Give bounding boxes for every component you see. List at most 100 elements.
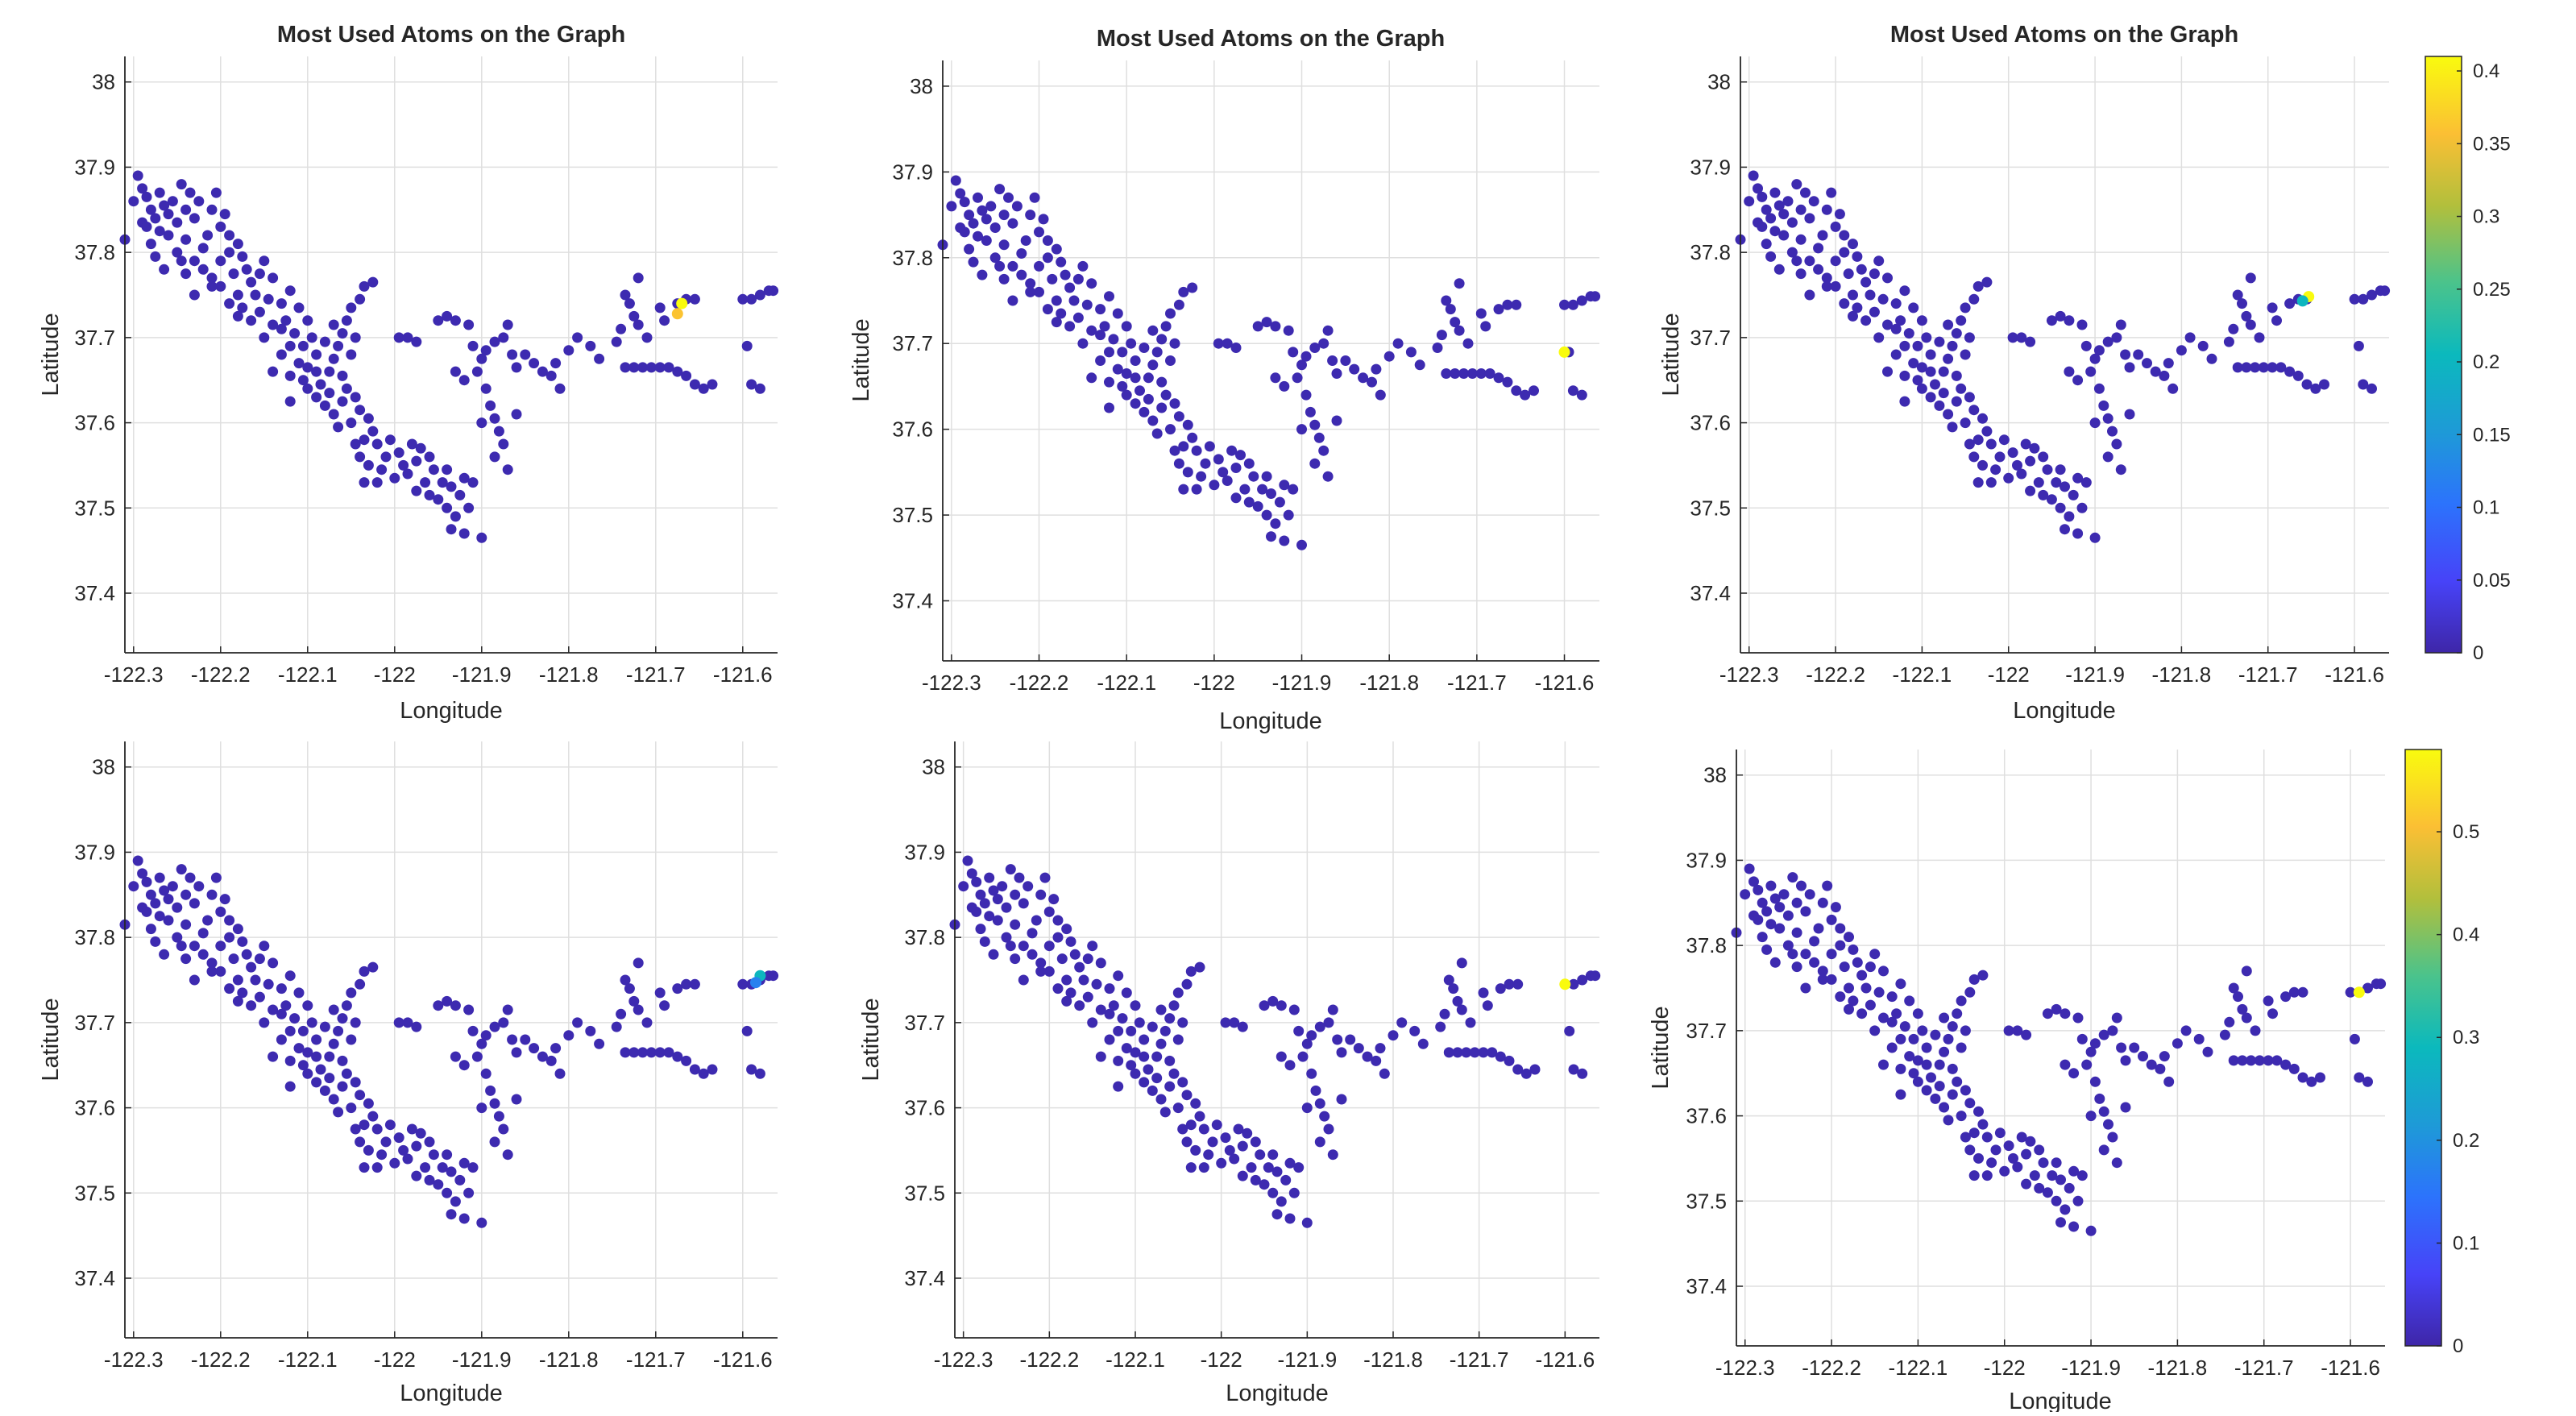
subplot-3-point — [1908, 358, 1919, 369]
subplot-3-point — [1839, 247, 1850, 258]
subplot-3-point — [1869, 306, 1880, 318]
subplot-3-point — [1977, 413, 1988, 424]
subplot-6-point — [1865, 999, 1876, 1011]
subplot-5-point — [1130, 1000, 1141, 1011]
subplot-2-point — [1007, 295, 1018, 306]
subplot-2-point — [1156, 402, 1168, 413]
subplot-6-point — [1796, 880, 1807, 891]
subplot-1-point — [529, 358, 540, 369]
subplot-1-point — [189, 213, 200, 224]
subplot-3-point — [1925, 366, 1936, 377]
subplot-1-point — [645, 362, 657, 373]
subplot-6-point — [2345, 986, 2356, 998]
subplot-2-point — [1340, 355, 1351, 366]
subplot-2-point — [964, 210, 975, 221]
subplot-5-point — [1469, 1047, 1480, 1058]
subplot-6-point — [1769, 957, 1781, 968]
subplot-6-point — [2012, 1161, 2023, 1173]
subplot-3-point — [1943, 409, 1954, 420]
subplot-4-point — [159, 949, 170, 960]
subplot-3-point — [1830, 255, 1841, 267]
subplot-1-point — [145, 204, 156, 215]
subplot-4-point — [363, 1144, 374, 1156]
subplot-4-point — [645, 1047, 657, 1058]
subplot-3-point — [1916, 315, 1927, 326]
subplot-5-point — [1155, 1038, 1167, 1049]
subplot-1-ytick-label: 37.8 — [74, 240, 115, 264]
subplot-1-point — [180, 234, 192, 245]
subplot-2-point — [1169, 445, 1180, 456]
subplot-2-point — [1462, 338, 1474, 349]
subplot-2-point — [1068, 295, 1080, 306]
subplot-5-point — [1018, 974, 1029, 986]
subplot-4-point — [276, 1008, 287, 1019]
subplot-5-point — [966, 868, 977, 879]
subplot-3-point — [1960, 417, 1971, 429]
subplot-6-point — [2003, 1025, 2014, 1036]
subplot-2-point — [1261, 317, 1272, 328]
subplot-6-point — [2064, 1182, 2075, 1194]
subplot-3-point — [2076, 319, 2088, 330]
subplot-2-xtick-label: -121.9 — [1272, 671, 1332, 695]
subplot-4-point — [594, 1038, 605, 1049]
subplot-2-point — [955, 188, 966, 199]
subplot-3-point — [2245, 319, 2256, 330]
subplot-2-point — [1392, 338, 1404, 349]
subplot-1-point — [180, 204, 192, 215]
subplot-3-point — [2033, 477, 2044, 488]
subplot-6-point — [2029, 1170, 2040, 1181]
subplot-6-point — [1960, 1132, 1971, 1143]
subplot-3-xtick-label: -121.9 — [2065, 662, 2125, 687]
subplot-6-xlabel: Longitude — [2009, 1389, 2111, 1412]
subplot-2-point — [1248, 471, 1259, 482]
subplot-6-point — [1800, 949, 1811, 960]
subplot-1-point — [507, 349, 518, 360]
subplot-2-point — [1590, 291, 1601, 302]
subplot-2-ytick-label: 37.4 — [892, 589, 933, 613]
subplot-1-point — [389, 472, 400, 484]
subplot-1-point — [132, 170, 143, 181]
subplot-3-point — [1804, 213, 1815, 224]
subplot-1-point — [458, 375, 470, 386]
subplot-5-point — [1139, 1051, 1150, 1062]
subplot-6-point — [2202, 1046, 2213, 1057]
subplot-6-point — [1990, 1144, 2001, 1156]
subplot-1-ytick-label: 37.5 — [74, 496, 115, 520]
subplot-4-point — [228, 953, 239, 965]
subplot-2-point — [1318, 445, 1329, 456]
subplot-4-point — [254, 991, 265, 1003]
subplot-3-point — [2367, 289, 2377, 301]
subplot-1-point — [202, 230, 214, 241]
subplot-4-point — [137, 868, 148, 879]
subplot-1-highlight-point — [676, 297, 688, 309]
subplot-6-point — [1908, 1068, 1919, 1079]
subplot-1-point — [446, 524, 457, 535]
subplot-3-point — [2102, 413, 2113, 424]
subplot-5-xtick-label: -122 — [1201, 1347, 1242, 1372]
subplot-6-point — [2193, 1033, 2205, 1044]
subplot-2-point — [1296, 539, 1307, 550]
subplot-3-point — [2163, 358, 2174, 369]
subplot-1-point — [442, 310, 453, 322]
subplot-6-point — [1968, 1170, 1980, 1181]
subplot-5-point — [1362, 1051, 1373, 1062]
subplot-6-point — [1878, 1059, 1889, 1070]
subplot-5-point — [1229, 1017, 1240, 1028]
subplot-4-point — [154, 911, 165, 922]
subplot-5-point — [1104, 1008, 1115, 1019]
subplot-5-point — [1417, 1038, 1429, 1049]
subplot-6-point — [1787, 872, 1798, 883]
subplot-3-point — [2197, 340, 2209, 351]
subplot-1-point — [402, 332, 413, 343]
subplot-4-point — [511, 1094, 522, 1105]
subplot-1-point — [224, 247, 235, 258]
subplot-5-point — [1130, 1047, 1141, 1058]
subplot-1-ytick-label: 37.9 — [74, 155, 115, 179]
subplot-2-point — [1270, 321, 1281, 332]
subplot-2-point — [1283, 509, 1294, 521]
subplot-2-ytick-label: 37.6 — [892, 417, 933, 442]
subplot-5-point — [1147, 1085, 1158, 1096]
subplot-5-point — [1052, 983, 1064, 995]
subplot-3-xtick-label: -122 — [1988, 662, 2030, 687]
subplot-2-highlight-point — [1558, 346, 1570, 358]
